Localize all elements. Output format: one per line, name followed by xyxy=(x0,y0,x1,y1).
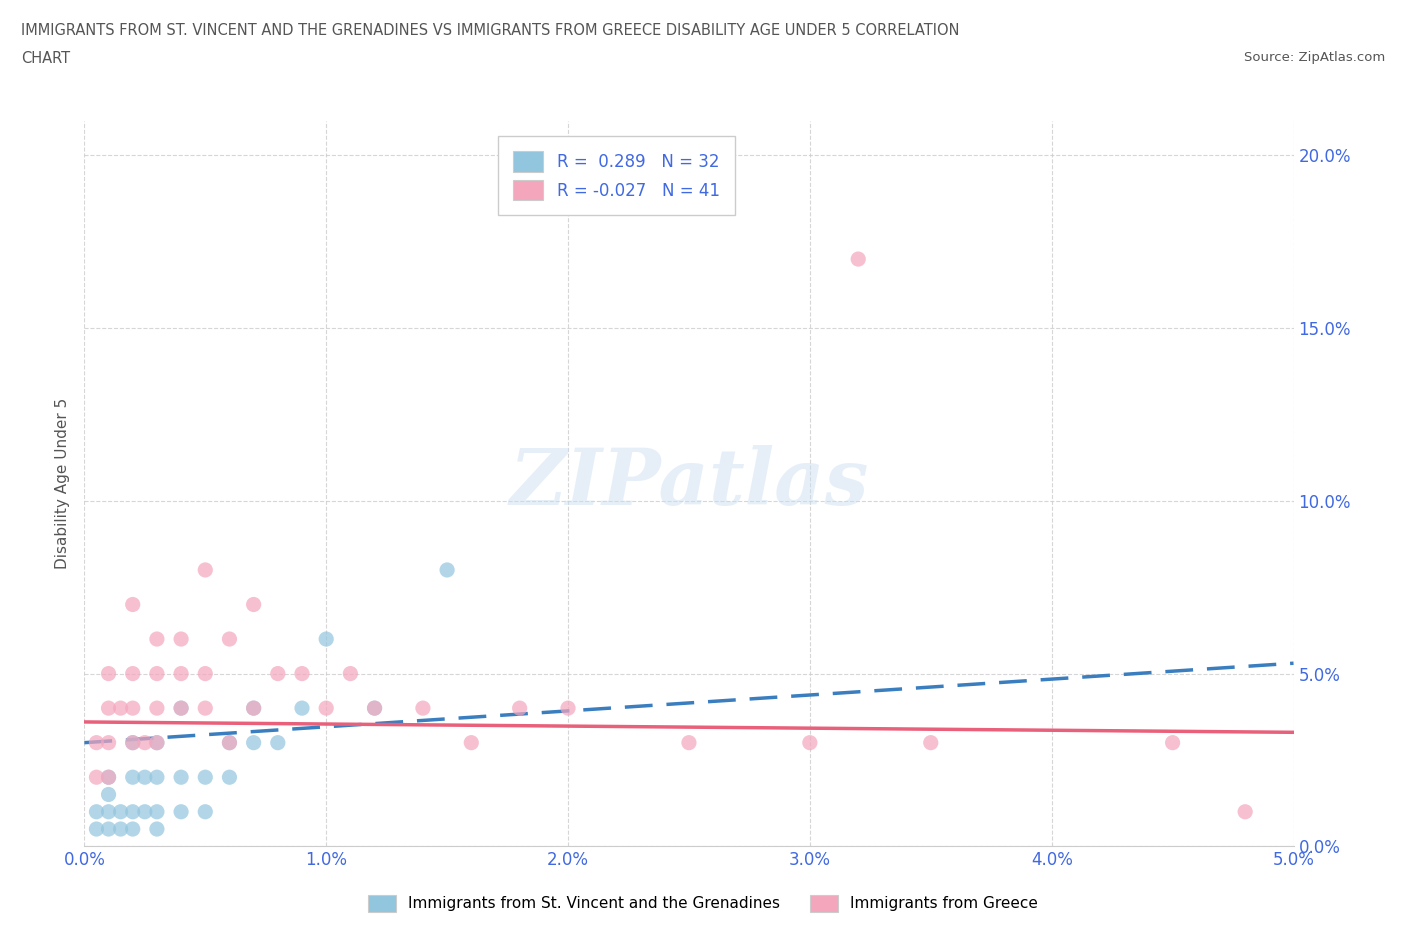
Point xyxy=(557,700,579,715)
Point xyxy=(242,597,264,612)
Point xyxy=(170,700,193,715)
Text: Source: ZipAtlas.com: Source: ZipAtlas.com xyxy=(1244,51,1385,64)
Point xyxy=(146,631,169,646)
Point xyxy=(97,770,120,785)
Y-axis label: Disability Age Under 5: Disability Age Under 5 xyxy=(55,398,70,569)
Point xyxy=(121,700,143,715)
Point xyxy=(315,700,337,715)
Point xyxy=(86,821,108,836)
Point xyxy=(799,736,821,751)
Point xyxy=(121,666,143,681)
Point xyxy=(846,252,869,267)
Point xyxy=(146,736,169,751)
Point xyxy=(86,804,108,819)
Text: CHART: CHART xyxy=(21,51,70,66)
Point xyxy=(509,700,531,715)
Point xyxy=(242,700,264,715)
Point xyxy=(194,563,217,578)
Point xyxy=(121,804,143,819)
Legend: R =  0.289   N = 32, R = -0.027   N = 41: R = 0.289 N = 32, R = -0.027 N = 41 xyxy=(498,137,734,216)
Point xyxy=(363,700,385,715)
Point xyxy=(121,821,143,836)
Point xyxy=(110,821,132,836)
Point xyxy=(170,631,193,646)
Point xyxy=(218,736,240,751)
Point xyxy=(194,666,217,681)
Point xyxy=(920,736,942,751)
Text: ZIPatlas: ZIPatlas xyxy=(509,445,869,522)
Point xyxy=(134,804,156,819)
Text: IMMIGRANTS FROM ST. VINCENT AND THE GRENADINES VS IMMIGRANTS FROM GREECE DISABIL: IMMIGRANTS FROM ST. VINCENT AND THE GREN… xyxy=(21,23,959,38)
Point xyxy=(291,700,314,715)
Point xyxy=(121,597,143,612)
Point xyxy=(194,770,217,785)
Point xyxy=(146,770,169,785)
Point xyxy=(242,736,264,751)
Point xyxy=(97,821,120,836)
Point xyxy=(170,804,193,819)
Point xyxy=(97,700,120,715)
Point xyxy=(146,700,169,715)
Legend: Immigrants from St. Vincent and the Grenadines, Immigrants from Greece: Immigrants from St. Vincent and the Gren… xyxy=(361,889,1045,918)
Point xyxy=(170,666,193,681)
Point xyxy=(267,666,290,681)
Point xyxy=(86,770,108,785)
Point xyxy=(86,736,108,751)
Point xyxy=(412,700,434,715)
Point xyxy=(678,736,700,751)
Point xyxy=(146,736,169,751)
Point xyxy=(121,736,143,751)
Point xyxy=(110,804,132,819)
Point xyxy=(97,770,120,785)
Point xyxy=(134,736,156,751)
Point xyxy=(146,666,169,681)
Point xyxy=(146,804,169,819)
Point xyxy=(170,700,193,715)
Point xyxy=(267,736,290,751)
Point xyxy=(315,631,337,646)
Point xyxy=(146,821,169,836)
Point xyxy=(97,666,120,681)
Point xyxy=(218,736,240,751)
Point xyxy=(194,804,217,819)
Point xyxy=(460,736,482,751)
Point xyxy=(242,700,264,715)
Point xyxy=(170,770,193,785)
Point xyxy=(97,736,120,751)
Point xyxy=(1161,736,1184,751)
Point xyxy=(363,700,385,715)
Point xyxy=(121,736,143,751)
Point xyxy=(121,770,143,785)
Point xyxy=(97,787,120,802)
Point xyxy=(134,770,156,785)
Point xyxy=(110,700,132,715)
Point xyxy=(339,666,361,681)
Point xyxy=(97,804,120,819)
Point xyxy=(218,631,240,646)
Point xyxy=(218,770,240,785)
Point xyxy=(291,666,314,681)
Point xyxy=(1234,804,1257,819)
Point xyxy=(436,563,458,578)
Point xyxy=(194,700,217,715)
